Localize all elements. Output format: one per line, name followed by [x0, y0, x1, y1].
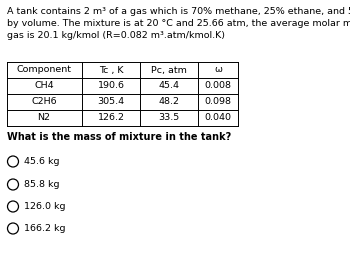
Text: 48.2: 48.2 [159, 97, 180, 106]
Text: gas is 20.1 kg/kmol (R=0.082 m³.atm/kmol.K): gas is 20.1 kg/kmol (R=0.082 m³.atm/kmol… [7, 31, 225, 40]
Text: 45.6 kg: 45.6 kg [24, 157, 60, 166]
Text: What is the mass of mixture in the tank?: What is the mass of mixture in the tank? [7, 132, 231, 142]
Text: 85.8 kg: 85.8 kg [24, 180, 60, 189]
Text: 166.2 kg: 166.2 kg [24, 224, 65, 233]
Text: 0.040: 0.040 [204, 114, 231, 122]
Text: 126.0 kg: 126.0 kg [24, 202, 65, 211]
Text: Tc , K: Tc , K [99, 65, 123, 74]
Text: 0.098: 0.098 [204, 97, 231, 106]
Text: Pc, atm: Pc, atm [151, 65, 187, 74]
Text: by volume. The mixture is at 20 °C and 25.66 atm, the average molar mass of the: by volume. The mixture is at 20 °C and 2… [7, 19, 350, 28]
Text: 33.5: 33.5 [158, 114, 180, 122]
Text: A tank contains 2 m³ of a gas which is 70% methane, 25% ethane, and 5% nitrogen: A tank contains 2 m³ of a gas which is 7… [7, 7, 350, 16]
Text: N2: N2 [37, 114, 50, 122]
Text: 126.2: 126.2 [98, 114, 125, 122]
Text: 190.6: 190.6 [98, 82, 125, 91]
Text: C2H6: C2H6 [31, 97, 57, 106]
Text: 0.008: 0.008 [204, 82, 231, 91]
Text: CH4: CH4 [34, 82, 54, 91]
Text: 45.4: 45.4 [159, 82, 180, 91]
Text: Component: Component [16, 65, 71, 74]
Text: 305.4: 305.4 [97, 97, 125, 106]
Text: ω: ω [214, 65, 222, 74]
